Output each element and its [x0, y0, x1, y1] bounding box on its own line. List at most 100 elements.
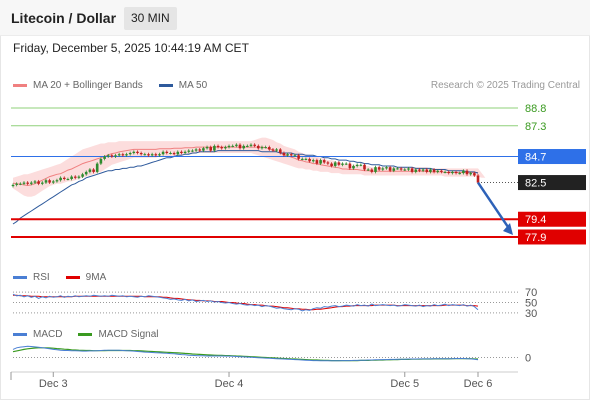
level-label: 82.5	[525, 178, 546, 190]
level-label: 84.7	[525, 152, 546, 164]
candle	[143, 154, 147, 156]
candle	[41, 182, 44, 184]
candle	[81, 174, 84, 177]
legend-item-macd-signal: MACD Signal	[78, 329, 158, 340]
candle	[194, 149, 198, 151]
candle	[11, 184, 15, 187]
candle	[410, 168, 414, 172]
legend-label: MA 50	[178, 80, 208, 91]
candle	[392, 168, 396, 171]
level-label: 88.8	[525, 103, 546, 115]
candle	[172, 153, 176, 155]
candle	[414, 169, 418, 172]
candle	[319, 160, 322, 164]
candle	[257, 145, 260, 149]
macd-legend: MACD MACD Signal	[13, 329, 174, 340]
candle	[297, 155, 300, 159]
level-tag-82.5	[518, 175, 586, 191]
candle	[15, 183, 18, 185]
candle	[374, 167, 377, 172]
candle	[169, 153, 172, 154]
candle	[37, 181, 40, 184]
candle	[370, 169, 374, 172]
candle	[476, 175, 480, 183]
instrument-title: Litecoin / Dollar	[11, 10, 117, 26]
main-legend: MA 20 + Bollinger Bands MA 50	[13, 80, 223, 91]
candle	[326, 162, 330, 164]
candle	[454, 171, 458, 174]
candle	[99, 158, 103, 164]
candle	[271, 149, 275, 151]
legend-label: 9MA	[85, 272, 107, 283]
rsi-level-label: 70	[525, 287, 537, 299]
candle	[282, 153, 286, 156]
candle	[458, 173, 461, 175]
level-tag-79.4	[518, 211, 586, 227]
candle	[30, 182, 33, 184]
candle	[359, 164, 363, 166]
candle	[84, 171, 88, 175]
candle	[333, 162, 337, 166]
candle	[355, 164, 359, 166]
legend-item-rsi: RSI	[13, 272, 50, 283]
bollinger-band	[13, 137, 486, 197]
candle	[55, 180, 59, 182]
candle	[275, 149, 278, 151]
candle	[337, 162, 341, 165]
candle	[260, 147, 264, 149]
candle	[220, 147, 223, 149]
candle	[216, 145, 220, 148]
candle	[52, 181, 55, 183]
candle	[388, 167, 392, 171]
timeframe-badge[interactable]: 30 MIN	[124, 7, 177, 30]
forecast-arrow-shaft	[476, 181, 512, 231]
x-tick-label: Dec 4	[215, 378, 244, 390]
candle	[165, 151, 169, 153]
candle	[205, 147, 209, 149]
x-tick-label: Dec 6	[464, 378, 493, 390]
candle	[432, 169, 436, 172]
candle	[352, 166, 355, 169]
rsi-level-label: 50	[525, 298, 537, 310]
candle	[147, 154, 150, 156]
legend-swatch	[158, 84, 173, 87]
candle	[227, 145, 231, 148]
candle	[19, 183, 22, 185]
candle	[301, 158, 304, 160]
candle	[70, 176, 73, 179]
ma20-line	[12, 146, 478, 187]
chart-header: Litecoin / Dollar 30 MIN	[0, 0, 590, 36]
legend-swatch	[65, 276, 80, 279]
candle	[150, 154, 154, 156]
candle	[198, 149, 202, 151]
candle	[180, 151, 183, 153]
candle	[44, 180, 48, 183]
candle	[363, 164, 366, 170]
rsi-level-label: 30	[525, 308, 537, 320]
candle	[385, 167, 388, 169]
legend-label: MACD Signal	[98, 329, 159, 340]
candle	[418, 169, 421, 171]
candle	[304, 158, 308, 160]
candle	[224, 147, 227, 149]
candle	[48, 180, 51, 183]
candle	[473, 173, 476, 176]
candle	[59, 177, 62, 181]
candle	[440, 170, 443, 172]
candle	[114, 155, 117, 157]
candle	[462, 170, 465, 174]
candle	[187, 150, 191, 152]
candle	[22, 182, 26, 184]
legend-item-ma50: MA 50	[158, 80, 208, 91]
legend-swatch	[13, 276, 27, 279]
candle	[92, 169, 95, 172]
timestamp: Friday, December 5, 2025 10:44:19 AM CET	[13, 41, 249, 55]
candle	[279, 149, 282, 153]
candle	[465, 170, 469, 175]
candle	[132, 151, 136, 153]
candle	[95, 163, 99, 172]
research-credit: Research © 2025 Trading Central	[430, 80, 580, 91]
candle	[344, 163, 348, 165]
legend-item-9ma: 9MA	[65, 272, 107, 283]
